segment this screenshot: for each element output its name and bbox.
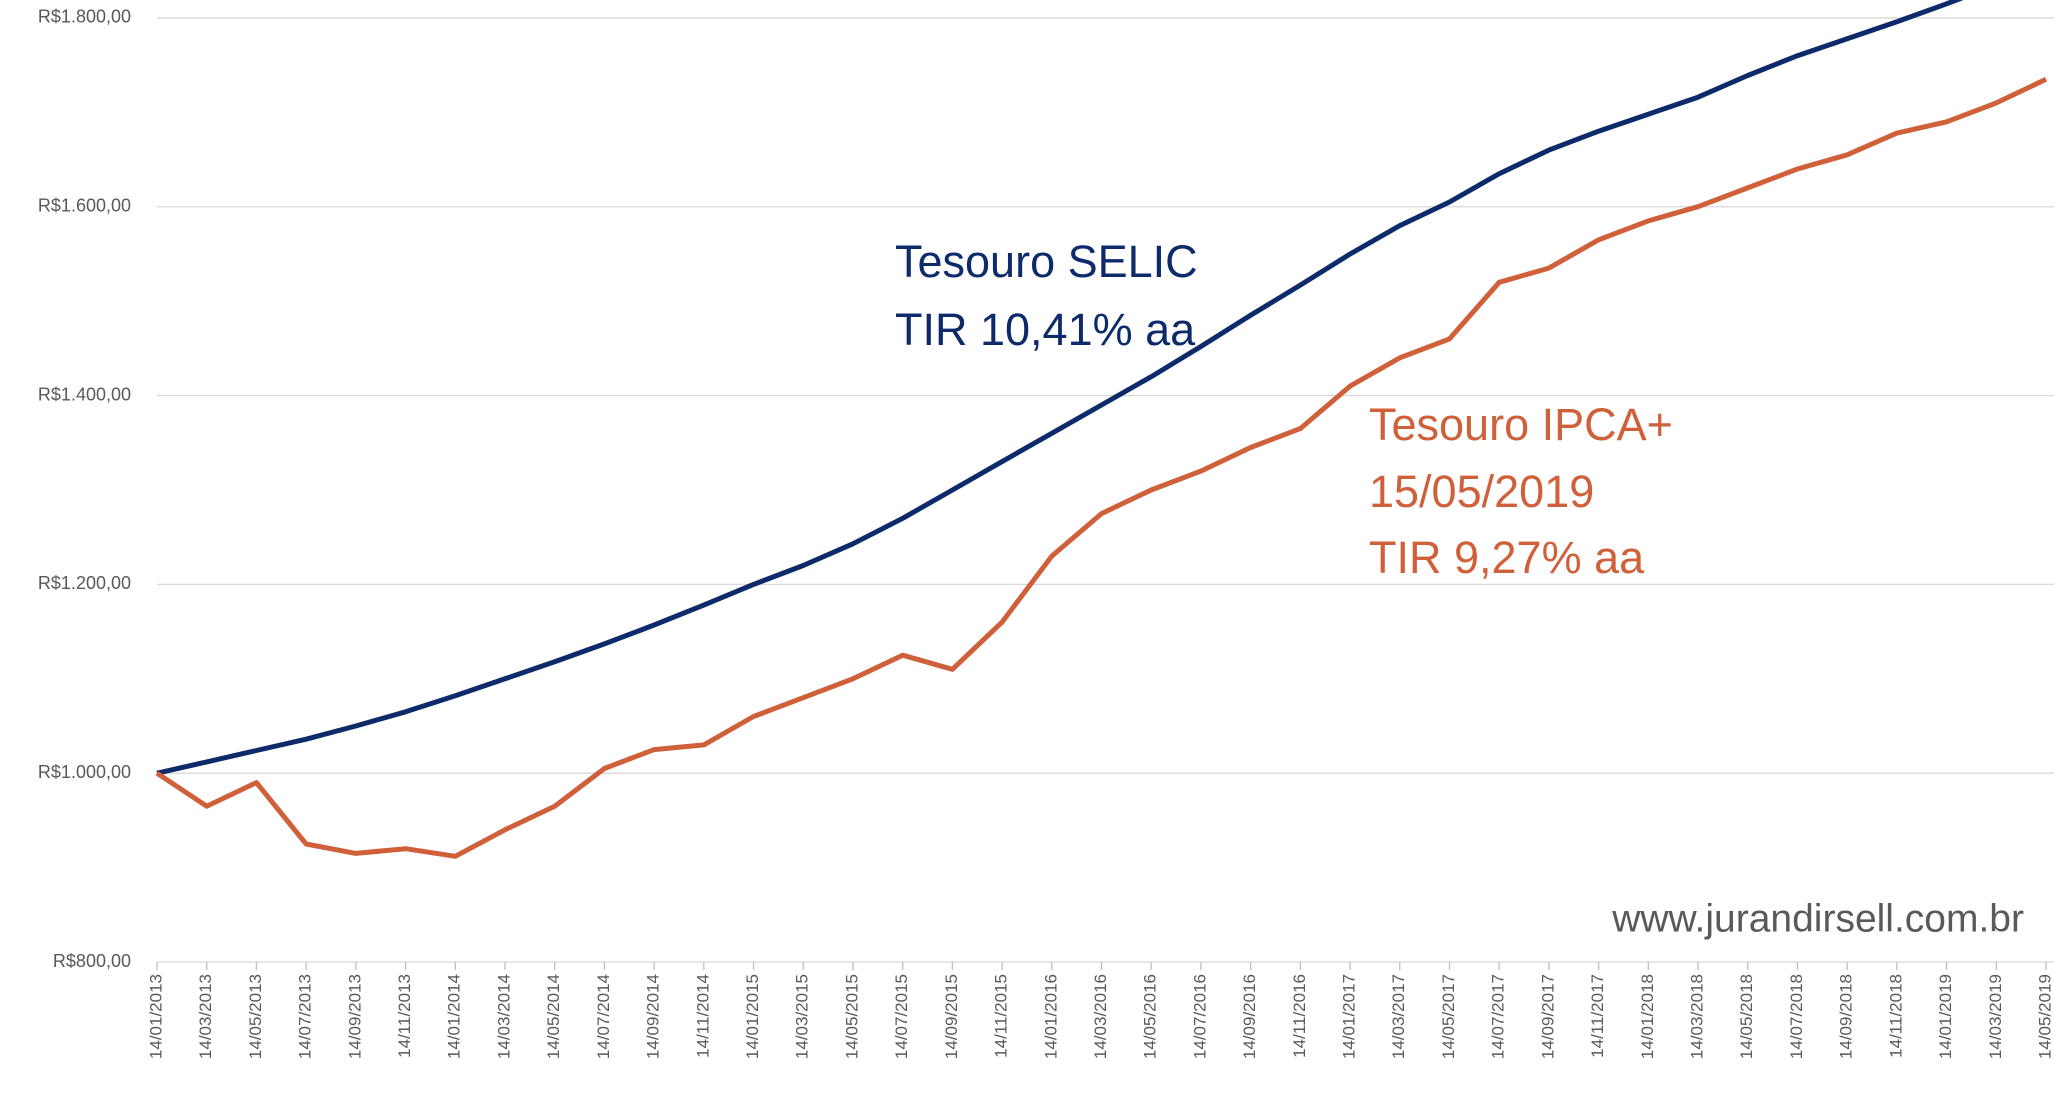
x-tick-label: 14/01/2018 <box>1638 974 1657 1059</box>
x-tick-label: 14/03/2016 <box>1091 974 1110 1059</box>
y-tick-label: R$1.800,00 <box>38 7 131 27</box>
x-tick-label: 14/09/2014 <box>644 974 663 1059</box>
x-tick-label: 14/01/2014 <box>445 974 464 1059</box>
x-tick-label: 14/11/2013 <box>395 974 414 1058</box>
y-tick-label: R$1.400,00 <box>38 384 131 404</box>
x-tick-label: 14/05/2019 <box>2035 974 2054 1059</box>
x-tick-label: 14/05/2015 <box>842 974 861 1059</box>
x-tick-label: 14/03/2015 <box>793 974 812 1059</box>
x-tick-label: 14/07/2014 <box>594 974 613 1059</box>
x-tick-label: 14/11/2018 <box>1886 974 1905 1058</box>
x-tick-label: 14/03/2017 <box>1389 974 1408 1059</box>
annotation: 15/05/2019 <box>1369 466 1594 517</box>
x-tick-label: 14/05/2018 <box>1737 974 1756 1059</box>
x-tick-label: 14/07/2015 <box>892 974 911 1059</box>
grid <box>156 17 2054 970</box>
x-tick-label: 14/03/2013 <box>196 974 215 1059</box>
x-tick-label: 14/05/2017 <box>1439 974 1458 1059</box>
x-tick-label: 14/05/2014 <box>544 974 563 1059</box>
x-tick-label: 14/03/2019 <box>1986 974 2005 1059</box>
watermark: www.jurandirsell.com.br <box>1611 897 2024 940</box>
x-tick-label: 14/09/2013 <box>345 974 364 1059</box>
series-line <box>155 77 2048 859</box>
x-tick-label: 14/07/2018 <box>1787 974 1806 1059</box>
x-tick-label: 14/01/2017 <box>1340 974 1359 1059</box>
x-tick-label: 14/01/2019 <box>1936 974 1955 1059</box>
x-tick-label: 14/11/2016 <box>1290 974 1309 1058</box>
x-tick-label: 14/09/2018 <box>1837 974 1856 1059</box>
y-tick-label: R$1.000,00 <box>38 762 131 782</box>
x-tick-label: 14/11/2015 <box>992 974 1011 1058</box>
x-tick-label: 14/01/2015 <box>743 974 762 1059</box>
y-tick-label: R$800,00 <box>53 951 131 971</box>
x-tick-label: 14/01/2016 <box>1041 974 1060 1059</box>
series-line <box>156 0 1964 776</box>
x-tick-label: 14/01/2013 <box>146 974 165 1059</box>
x-tick-label: 14/11/2017 <box>1588 974 1607 1058</box>
x-tick-label: 14/11/2014 <box>693 974 712 1058</box>
annotation: TIR 9,27% aa <box>1369 532 1645 583</box>
x-tick-label: 14/05/2013 <box>246 974 265 1059</box>
plot-area <box>155 0 2048 859</box>
x-tick-label: 14/07/2016 <box>1190 974 1209 1059</box>
annotation: Tesouro IPCA+ <box>1369 399 1673 450</box>
annotation: Tesouro SELIC <box>895 236 1198 287</box>
x-tick-label: 14/09/2015 <box>942 974 961 1059</box>
x-tick-label: 14/07/2013 <box>296 974 315 1059</box>
y-tick-label: R$1.600,00 <box>38 195 131 215</box>
annotation: TIR 10,41% aa <box>895 304 1196 355</box>
x-tick-label: 14/09/2017 <box>1538 974 1557 1059</box>
x-tick-label: 14/03/2018 <box>1688 974 1707 1059</box>
y-tick-label: R$1.200,00 <box>38 573 131 593</box>
x-tick-label: 14/09/2016 <box>1240 974 1259 1059</box>
x-tick-label: 14/03/2014 <box>494 974 513 1059</box>
x-tick-label: 14/05/2016 <box>1141 974 1160 1059</box>
x-tick-label: 14/07/2017 <box>1489 974 1508 1059</box>
